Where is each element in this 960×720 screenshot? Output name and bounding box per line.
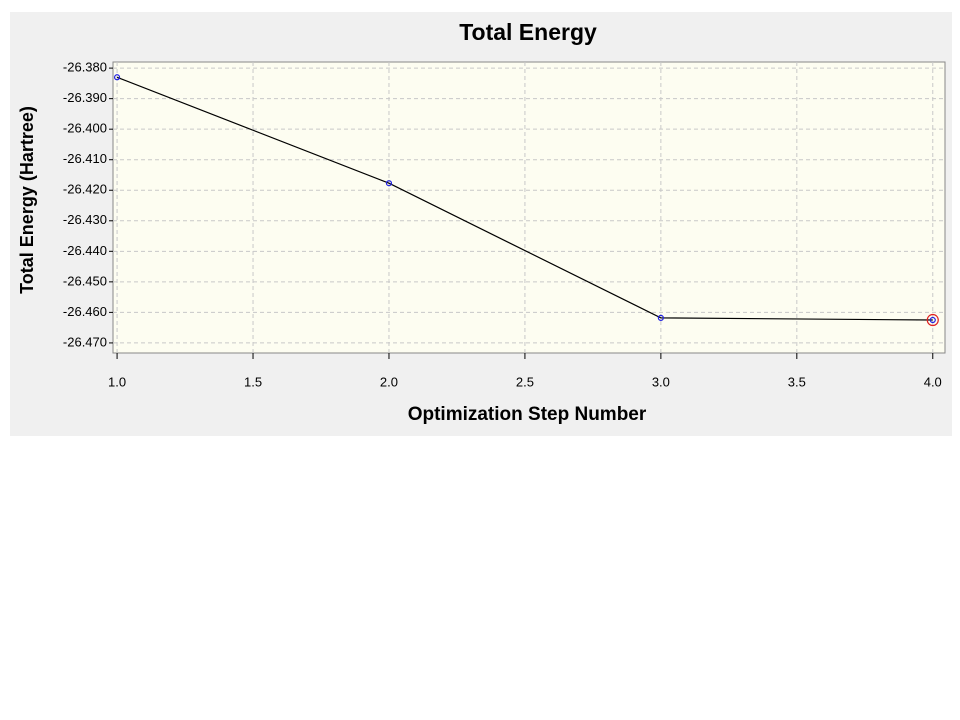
x-axis-label: Optimization Step Number xyxy=(408,404,647,425)
plot-area xyxy=(112,61,946,354)
x-tick-label: 3.0 xyxy=(652,374,670,389)
chart-title: Total Energy xyxy=(459,19,597,45)
x-tick-label: 1.0 xyxy=(108,374,126,389)
x-tick-label: 2.5 xyxy=(516,374,534,389)
y-tick-label: -26.450 xyxy=(63,273,107,288)
y-tick-label: -26.410 xyxy=(63,151,107,166)
y-tick-label: -26.470 xyxy=(63,334,107,349)
y-tick-label: -26.460 xyxy=(63,304,107,319)
series-line xyxy=(116,76,933,321)
x-tick-label: 4.0 xyxy=(924,374,942,389)
data-point xyxy=(385,180,393,187)
y-tick-label: -26.440 xyxy=(63,243,107,258)
y-tick-label: -26.380 xyxy=(63,60,107,75)
y-axis-label: Total Energy (Hartree) xyxy=(17,106,37,294)
y-tick-label: -26.420 xyxy=(63,182,107,197)
y-tick-label: -26.400 xyxy=(63,121,107,136)
x-tick-label: 2.0 xyxy=(380,374,398,389)
data-point xyxy=(657,314,664,321)
data-point xyxy=(929,316,936,324)
y-tick-label: -26.390 xyxy=(63,90,107,105)
x-tick-label: 1.5 xyxy=(244,374,262,389)
selected-point xyxy=(926,313,939,327)
x-tick-label: 3.5 xyxy=(788,374,806,389)
data-point xyxy=(113,74,121,81)
y-tick-label: -26.430 xyxy=(63,212,107,227)
